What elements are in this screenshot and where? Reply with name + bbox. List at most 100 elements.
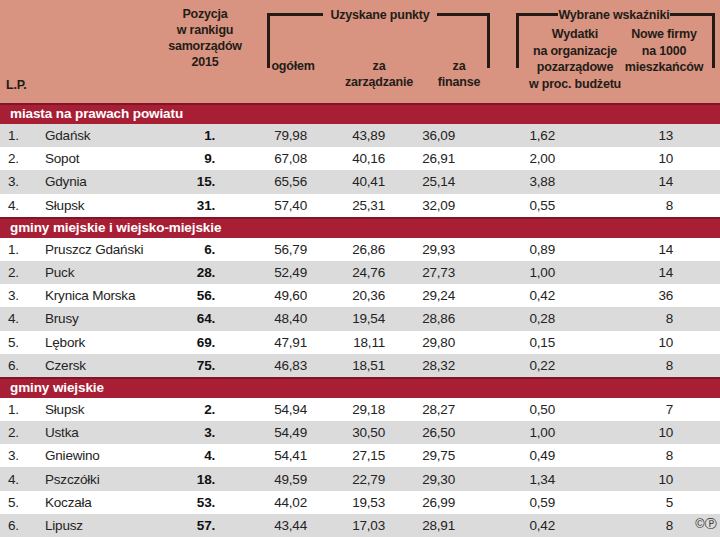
points-finance-value: 28,32 [385,358,455,373]
new-firms-value: 8 [555,518,673,533]
column-header-lp: L.P. [6,77,27,93]
lp-number: 3. [0,174,38,189]
points-total-value: 52,49 [215,265,307,280]
points-management-value: 18,11 [307,335,385,350]
lp-number: 4. [0,198,38,213]
municipality-name: Krynica Morska [38,288,168,303]
table-row: 2.Sopot9.67,0840,1626,912,0010 [0,147,720,170]
rank-value: 31. [168,198,215,213]
table-row: 4.Brusy64.48,4019,5428,860,288 [0,307,720,330]
indicators-bracket-right-vertical [712,13,715,68]
column-group-indicators: Wybrane wskaźniki [553,7,675,23]
points-total-value: 49,60 [215,288,307,303]
points-total-value: 54,94 [215,402,307,417]
lp-number: 2. [0,265,38,280]
points-management-value: 25,31 [307,198,385,213]
lp-number: 1. [0,242,38,257]
points-finance-value: 29,93 [385,242,455,257]
points-finance-value: 32,09 [385,198,455,213]
points-finance-value: 28,91 [385,518,455,533]
points-finance-value: 29,80 [385,335,455,350]
ngo-spending-value: 2,00 [455,151,555,166]
table-row: 3.Krynica Morska56.49,6020,3629,240,4236 [0,284,720,307]
points-total-value: 48,40 [215,311,307,326]
lp-number: 6. [0,518,38,533]
new-firms-value: 8 [555,311,673,326]
ngo-spending-value: 0,15 [455,335,555,350]
points-management-value: 18,51 [307,358,385,373]
ngo-spending-value: 0,28 [455,311,555,326]
new-firms-value: 14 [555,265,673,280]
table-row: 1.Pruszcz Gdański6.56,7926,8629,930,8914 [0,238,720,261]
table-row: 1.Gdańsk1.79,9843,8936,091,6213 [0,124,720,147]
column-group-points: Uzyskane punkty [328,7,432,23]
table-row: 3.Gniewino4.54,4127,1529,750,498 [0,444,720,467]
new-firms-value: 8 [555,448,673,463]
table-row: 1.Słupsk2.54,9429,1828,270,507 [0,398,720,421]
municipality-name: Sopot [38,151,168,166]
points-finance-value: 26,91 [385,151,455,166]
points-finance-value: 29,30 [385,472,455,487]
ngo-spending-value: 1,62 [455,128,555,143]
points-total-value: 44,02 [215,495,307,510]
indicators-bracket-left-horizontal [516,13,558,16]
ngo-spending-value: 0,42 [455,288,555,303]
new-firms-value: 13 [555,128,673,143]
section-title: miasta na prawach powiatu [0,103,720,124]
points-total-value: 43,44 [215,518,307,533]
table-row: 2.Puck28.52,4924,7627,731,0014 [0,261,720,284]
ngo-spending-value: 1,00 [455,265,555,280]
section-title: gminy miejskie i wiejsko-miejskie [0,217,720,238]
new-firms-value: 36 [555,288,673,303]
indicators-bracket-right-horizontal [670,13,715,16]
new-firms-value: 10 [555,335,673,350]
ngo-spending-value: 1,34 [455,472,555,487]
municipality-name: Gdańsk [38,128,168,143]
points-total-value: 57,40 [215,198,307,213]
ngo-spending-value: 0,50 [455,402,555,417]
section-title: gminy wiejskie [0,377,720,398]
table-header: L.P. Pozycja w rankigu samorządów 2015 U… [0,0,720,103]
rank-value: 53. [168,495,215,510]
rank-value: 75. [168,358,215,373]
points-finance-value: 26,50 [385,425,455,440]
table-section: gminy miejskie i wiejsko-miejskie1.Prusz… [0,217,720,377]
municipality-name: Ustka [38,425,168,440]
table-row: 6.Czersk75.46,8318,5128,320,228 [0,354,720,377]
new-firms-value: 14 [555,242,673,257]
lp-number: 4. [0,472,38,487]
new-firms-value: 10 [555,151,673,166]
column-header-new-firms: Nowe firmy na 1000 mieszkańców [608,26,720,76]
lp-number: 5. [0,335,38,350]
municipality-name: Pruszcz Gdański [38,242,168,257]
municipality-name: Lębork [38,335,168,350]
rank-value: 56. [168,288,215,303]
lp-number: 1. [0,402,38,417]
ngo-spending-value: 0,22 [455,358,555,373]
points-total-value: 65,56 [215,174,307,189]
rank-value: 69. [168,335,215,350]
municipality-name: Słupsk [38,198,168,213]
table-row: 3.Gdynia15.65,5640,4125,143,8814 [0,170,720,193]
municipality-name: Brusy [38,311,168,326]
rank-value: 15. [168,174,215,189]
lp-number: 4. [0,311,38,326]
points-finance-value: 25,14 [385,174,455,189]
points-finance-value: 36,09 [385,128,455,143]
points-total-value: 54,41 [215,448,307,463]
lp-number: 3. [0,288,38,303]
table-row: 4.Słupsk31.57,4025,3132,090,558 [0,194,720,217]
column-header-total: ogółem [262,58,324,74]
rank-value: 28. [168,265,215,280]
ngo-spending-value: 0,55 [455,198,555,213]
rank-value: 64. [168,311,215,326]
points-management-value: 24,76 [307,265,385,280]
table-row: 5.Lębork69.47,9118,1129,800,1510 [0,331,720,354]
rank-value: 9. [168,151,215,166]
lp-number: 2. [0,425,38,440]
points-management-value: 17,03 [307,518,385,533]
rank-value: 1. [168,128,215,143]
points-finance-value: 29,75 [385,448,455,463]
rank-value: 6. [168,242,215,257]
points-total-value: 56,79 [215,242,307,257]
